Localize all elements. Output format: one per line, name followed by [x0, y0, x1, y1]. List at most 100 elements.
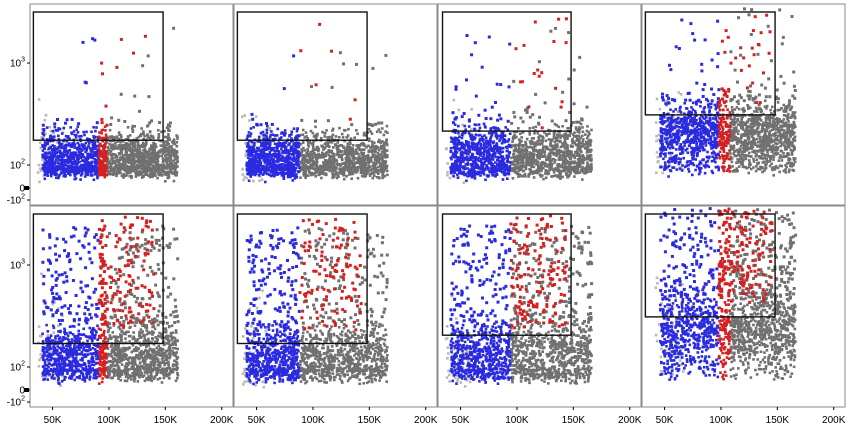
event-dot — [54, 169, 58, 172]
event-dot — [115, 172, 119, 175]
event-dot — [589, 144, 592, 147]
event-dot — [336, 141, 339, 144]
event-dot — [296, 164, 299, 167]
event-dot — [538, 115, 541, 119]
event-dot — [585, 140, 588, 144]
event-dot — [76, 125, 80, 128]
event-dot — [68, 166, 71, 169]
event-dot — [72, 155, 76, 158]
event-dot — [533, 159, 537, 163]
event-dot — [584, 146, 588, 149]
event-dot — [559, 177, 562, 180]
event-dot — [148, 121, 152, 125]
event-dot — [335, 176, 339, 180]
event-dot — [159, 168, 162, 171]
event-dot — [241, 167, 244, 171]
event-dot — [136, 143, 140, 146]
event-dot — [340, 150, 344, 153]
event-dot — [538, 149, 541, 153]
event-dot — [579, 122, 583, 126]
event-dot — [333, 163, 336, 166]
event-dot — [332, 153, 336, 156]
event-dot — [248, 134, 252, 138]
event-dot — [149, 137, 152, 141]
event-dot — [166, 136, 169, 139]
event-dot — [56, 168, 60, 171]
event-dot — [81, 159, 84, 162]
event-dot — [362, 154, 365, 158]
event-dot — [146, 133, 149, 136]
event-dot — [457, 108, 461, 112]
event-dot — [139, 164, 142, 168]
event-dot — [73, 172, 76, 176]
event-dot — [345, 175, 348, 178]
event-dot — [463, 144, 467, 147]
event-dot — [569, 168, 572, 172]
event-dot — [83, 80, 87, 84]
event-dot — [338, 51, 342, 55]
event-dot — [112, 146, 116, 149]
event-dot — [76, 161, 80, 165]
event-dot — [314, 83, 318, 87]
event-dot — [84, 157, 87, 160]
event-dot — [244, 141, 247, 145]
event-dot — [131, 166, 134, 169]
event-dot — [559, 145, 563, 149]
event-dot — [342, 145, 345, 149]
event-dot — [248, 159, 252, 162]
event-dot — [251, 117, 255, 121]
event-dot — [137, 159, 141, 163]
event-dot — [163, 146, 167, 149]
event-dot — [170, 162, 174, 165]
event-dot — [513, 115, 517, 119]
event-dot — [83, 166, 86, 169]
event-dot — [143, 154, 147, 158]
event-dot — [373, 153, 376, 157]
event-dot — [331, 176, 334, 180]
event-dot — [568, 153, 572, 157]
event-dot — [384, 53, 388, 57]
event-dot — [359, 168, 362, 171]
event-dot — [518, 141, 522, 145]
event-dot — [366, 153, 370, 157]
event-dot — [366, 167, 369, 170]
event-dot — [351, 144, 355, 147]
event-dot — [167, 156, 170, 160]
event-dot — [49, 174, 53, 178]
event-dot — [165, 141, 169, 145]
event-dot — [64, 148, 67, 152]
event-dot — [73, 146, 76, 149]
event-dot — [70, 165, 73, 168]
event-dot — [162, 142, 166, 146]
event-dot — [564, 154, 568, 158]
event-dot — [148, 169, 151, 173]
event-dot — [52, 153, 55, 156]
event-dot — [50, 166, 53, 170]
event-dot — [119, 146, 123, 149]
event-dot — [254, 156, 258, 160]
event-dot — [72, 157, 76, 160]
event-dot — [281, 155, 284, 158]
event-dot — [102, 157, 105, 161]
event-dot — [60, 142, 64, 146]
event-dot — [382, 141, 386, 144]
event-dot — [41, 123, 45, 127]
event-dot — [60, 168, 63, 171]
event-dot — [86, 146, 89, 150]
event-dot — [252, 145, 255, 149]
event-dot — [53, 122, 57, 126]
event-dot — [371, 146, 374, 149]
event-dot — [64, 121, 67, 125]
event-dot — [386, 155, 389, 159]
event-dot — [340, 144, 343, 147]
event-dot — [304, 159, 308, 163]
event-dot — [44, 163, 47, 167]
event-dot — [124, 147, 127, 150]
event-dot — [118, 168, 122, 172]
event-dot — [489, 138, 492, 141]
event-dot — [76, 155, 80, 158]
event-dot — [120, 152, 123, 155]
event-dot — [557, 133, 560, 137]
event-dot — [117, 131, 121, 134]
event-dot — [513, 156, 516, 160]
